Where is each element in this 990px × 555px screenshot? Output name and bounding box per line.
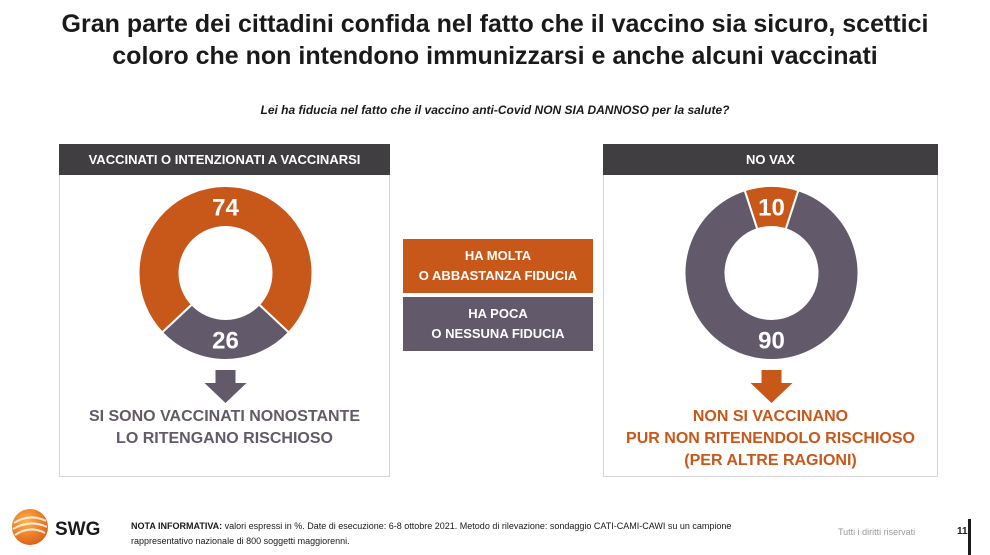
page-title: Gran parte dei cittadini confida nel fat… [0,8,990,72]
note-text: valori espressi in %. Date di esecuzione… [131,521,732,546]
legend-line: O ABBASTANZA FIDUCIA [418,268,578,283]
caption-line: (PER ALTRE RAGIONI) [684,452,857,469]
caption-line: LO RITENGANO RISCHIOSO [116,430,333,447]
title-line-1: Gran parte dei cittadini confida nel fat… [61,10,929,38]
donut-chart-no-vax: 10 90 [683,185,860,403]
caption-vaccinated: SI SONO VACCINATI NONOSTANTE LO RITENGAN… [60,406,389,450]
slice-high-trust [137,185,314,334]
panel-vaccinated: VACCINATI O INTENZIONATI A VACCINARSI 74… [59,144,390,477]
footer-note: NOTA INFORMATIVA: valori espressi in %. … [131,519,791,549]
panel-no-vax: NO VAX 10 90 NON SI VACCINANO PUR NON RIT… [603,144,938,477]
slice-low-trust [683,188,860,361]
brand-name: SWG [55,519,100,540]
rights-text: Tutti i diritti riservati [838,527,916,537]
footer-divider [968,519,971,555]
legend-high-trust: HA MOLTA O ABBASTANZA FIDUCIA [403,239,593,293]
legend-low-trust: HA POCA O NESSUNA FIDUCIA [403,297,593,351]
page-number: 11 [957,526,968,537]
note-label: NOTA INFORMATIVA: [131,521,223,531]
caption-line: PUR NON RITENENDOLO RISCHIOSO [626,430,915,447]
survey-question: Lei ha fiducia nel fatto che il vaccino … [260,103,730,117]
caption-no-vax: NON SI VACCINANO PUR NON RITENENDOLO RIS… [604,406,937,472]
slice-low-trust [160,303,291,361]
panel-header-no-vax: NO VAX [603,144,938,175]
caption-line: SI SONO VACCINATI NONOSTANTE [88,408,361,425]
title-line-2: coloro che non intendono immunizzarsi e … [112,42,878,70]
down-arrow-icon [750,370,793,403]
legend-line: HA POCA [468,306,528,321]
label-low-trust: 26 [212,328,239,355]
swg-logo: SWG [12,509,100,545]
panel-header-vaccinated: VACCINATI O INTENZIONATI A VACCINARSI [59,144,390,175]
legend-line: O NESSUNA FIDUCIA [431,326,565,341]
donut-chart-vaccinated: 74 26 [137,185,314,403]
label-low-trust: 90 [758,328,785,355]
label-high-trust: 74 [212,195,239,222]
down-arrow-icon [204,370,247,403]
caption-line: NON SI VACCINANO [692,408,849,425]
label-high-trust: 10 [758,195,785,222]
legend-line: HA MOLTA [464,248,532,263]
